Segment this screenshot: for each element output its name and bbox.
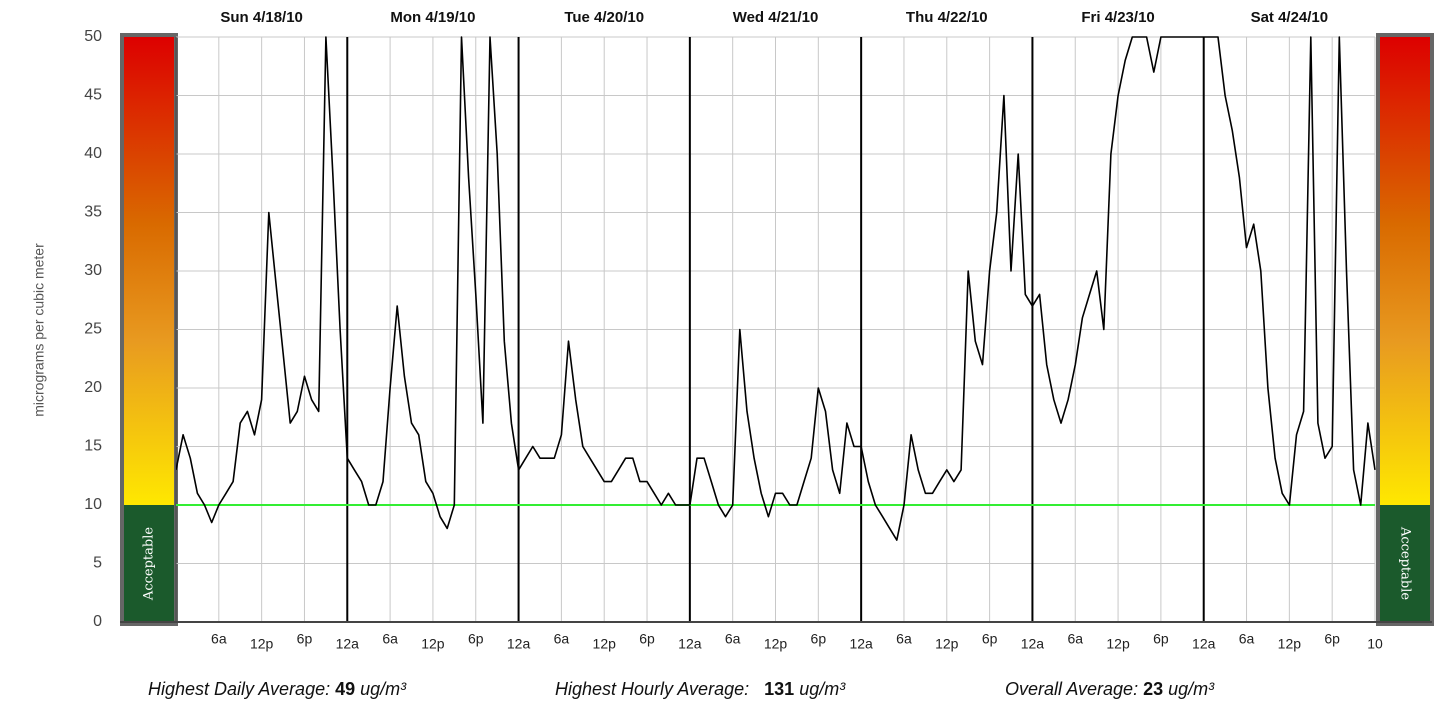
x-tick-label: 12a — [849, 636, 873, 652]
scale-label: Acceptable — [142, 527, 157, 601]
scale-label: Acceptable — [1398, 526, 1413, 600]
stat-unit: ug/m³ — [360, 679, 407, 699]
day-label: Wed 4/21/10 — [733, 9, 819, 26]
y-tick-label: 25 — [84, 321, 102, 338]
stat: Overall Average: 23 ug/m³ — [1005, 679, 1215, 699]
x-tick-label: 6a — [382, 631, 398, 647]
stat-value: 49 — [335, 679, 355, 699]
x-tick-label: 6p — [811, 631, 827, 647]
x-tick-label: 6p — [468, 631, 484, 647]
stat-value: 131 — [764, 679, 794, 699]
x-tick-label: 6a — [554, 631, 570, 647]
stat: Highest Hourly Average: 131 ug/m³ — [555, 679, 846, 699]
x-tick-label: 12a — [336, 636, 360, 652]
y-tick-label: 50 — [84, 28, 102, 45]
x-tick-label: 6p — [1153, 631, 1169, 647]
x-tick-label: 12a — [507, 636, 531, 652]
scale-bar — [122, 37, 176, 505]
y-tick-label: 30 — [84, 262, 102, 279]
x-tick-label: 6a — [896, 631, 912, 647]
scale-bar — [1378, 37, 1432, 505]
stat-unit: ug/m³ — [799, 679, 846, 699]
y-tick-label: 15 — [84, 438, 102, 455]
x-tick-label: 12p — [593, 636, 617, 652]
y-axis-label: micrograms per cubic meter — [31, 243, 47, 417]
day-label: Mon 4/19/10 — [390, 9, 475, 26]
day-label: Sun 4/18/10 — [220, 9, 303, 26]
y-tick-label: 20 — [84, 379, 102, 396]
x-tick-label: 12p — [421, 636, 445, 652]
x-tick-label: 12p — [1278, 636, 1302, 652]
x-tick-label: 6p — [639, 631, 655, 647]
acceptable-band — [1378, 505, 1432, 622]
day-label: Sat 4/24/10 — [1251, 9, 1329, 26]
y-tick-label: 0 — [93, 613, 102, 630]
stat-label: Overall Average: — [1005, 679, 1138, 699]
acceptable-band — [122, 505, 176, 622]
x-tick-label: 12p — [935, 636, 959, 652]
x-tick-label: 12a — [1021, 636, 1045, 652]
stat-unit: ug/m³ — [1168, 679, 1215, 699]
x-tick-label: 6p — [982, 631, 998, 647]
y-tick-label: 5 — [93, 555, 102, 572]
stat-label: Highest Daily Average: — [148, 679, 330, 699]
y-tick-label: 10 — [84, 496, 102, 513]
day-label: Thu 4/22/10 — [906, 9, 988, 26]
x-tick-label: 6a — [211, 631, 227, 647]
x-tick-label: 6a — [1239, 631, 1255, 647]
day-label: Tue 4/20/10 — [564, 9, 644, 26]
y-tick-label: 40 — [84, 145, 102, 162]
x-tick-label: 6p — [297, 631, 313, 647]
data-line — [176, 36, 1376, 541]
x-tick-label: 12p — [764, 636, 788, 652]
y-tick-label: 35 — [84, 204, 102, 221]
x-tick-label: 6a — [725, 631, 741, 647]
x-tick-label: 12a — [678, 636, 702, 652]
x-tick-label: 12a — [1192, 636, 1216, 652]
x-tick-label: 10 — [1367, 636, 1383, 652]
x-tick-label: 6a — [1067, 631, 1083, 647]
x-tick-label: 12p — [1106, 636, 1130, 652]
stat-label: Highest Hourly Average: — [555, 679, 749, 699]
day-label: Fri 4/23/10 — [1081, 9, 1154, 26]
y-tick-label: 45 — [84, 87, 102, 104]
stat: Highest Daily Average: 49 ug/m³ — [148, 679, 407, 699]
x-tick-label: 6p — [1324, 631, 1340, 647]
x-tick-label: 12p — [250, 636, 274, 652]
scale-frame — [1376, 33, 1434, 626]
stat-value: 23 — [1143, 679, 1163, 699]
